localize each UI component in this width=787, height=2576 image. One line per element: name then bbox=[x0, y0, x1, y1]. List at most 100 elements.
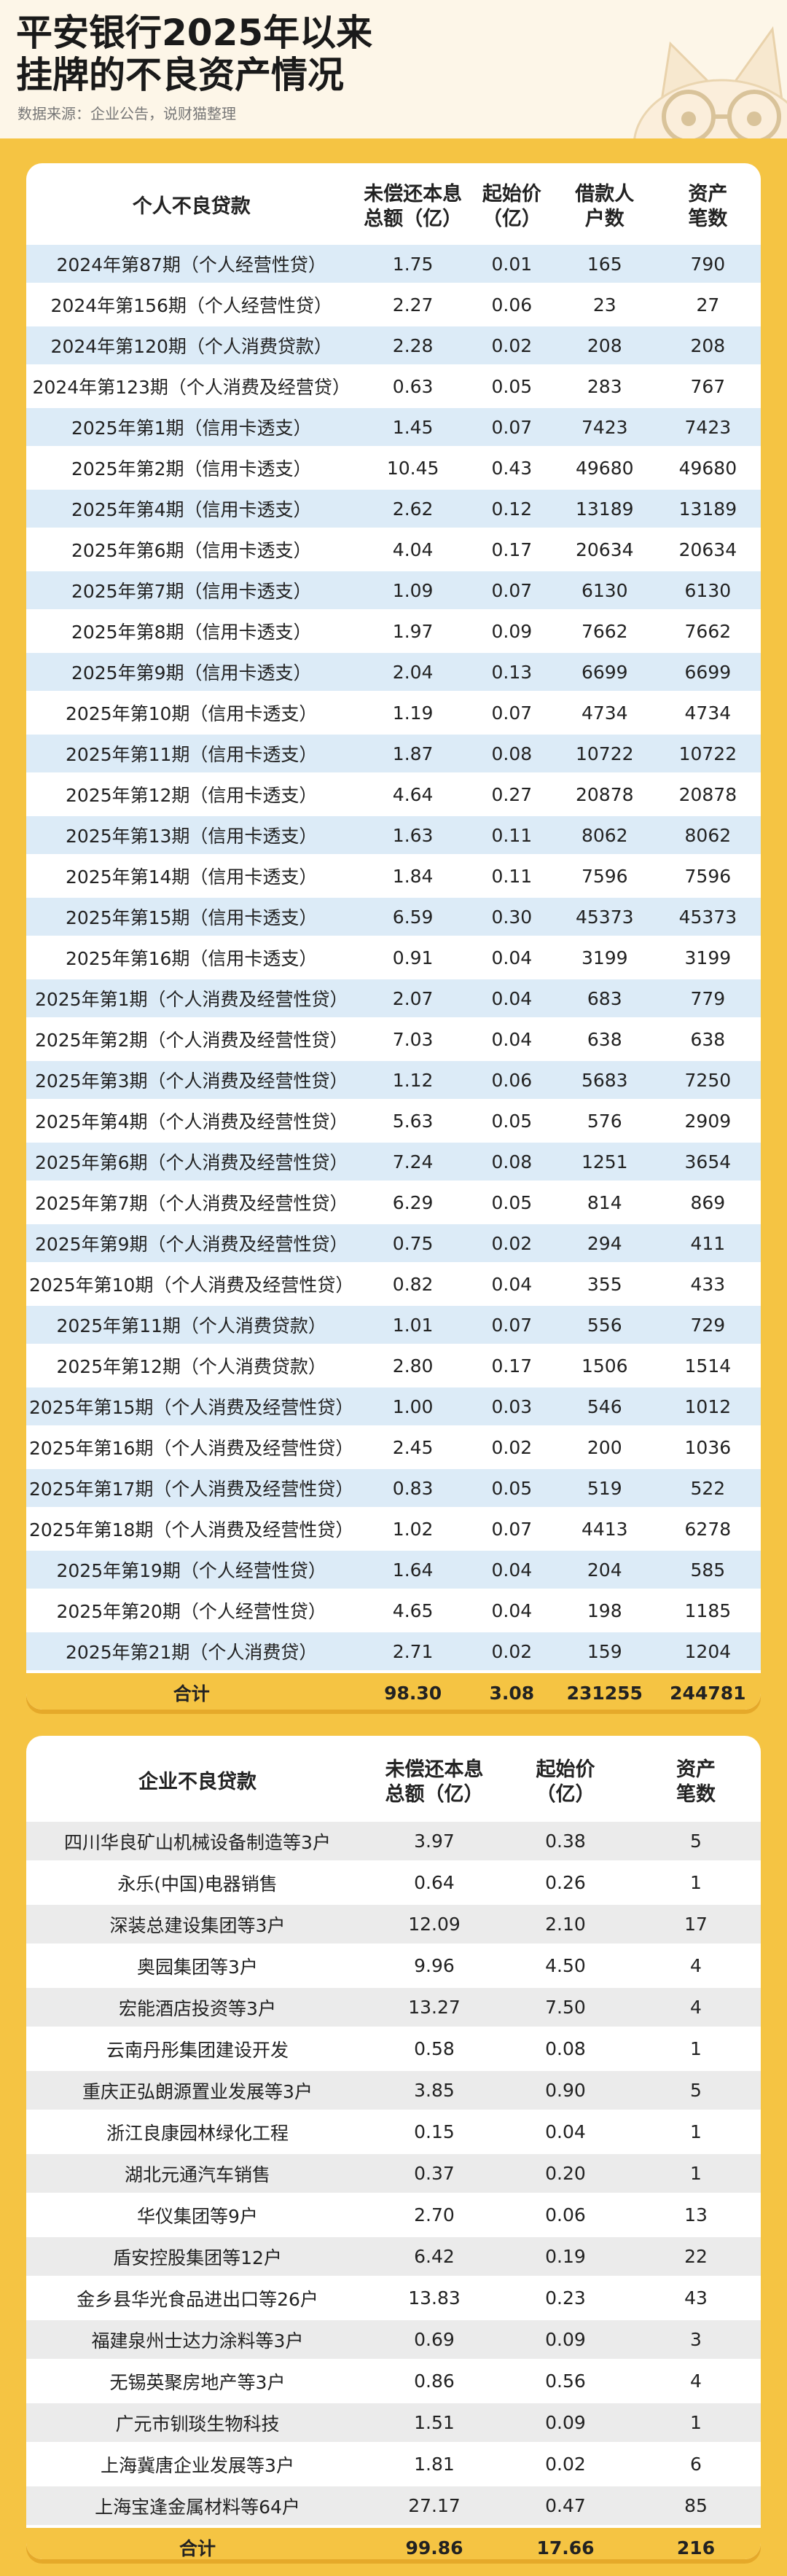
table-row: 2025年第12期（个人消费贷款） 2.80 0.17 1506 1514 bbox=[26, 1347, 761, 1385]
personal-cell-col3: 208 bbox=[554, 326, 655, 364]
corporate-cell-col2: 4.50 bbox=[545, 1955, 586, 1976]
personal-cell-col3: 355 bbox=[587, 1273, 622, 1295]
corporate-cell-col3: 17 bbox=[631, 1905, 761, 1943]
personal-cell-col3: 576 bbox=[587, 1110, 622, 1132]
personal-cell-col2: 0.07 bbox=[491, 1518, 533, 1540]
corporate-cell-col3: 1 bbox=[631, 2154, 761, 2193]
personal-cell-col4: 7250 bbox=[654, 1061, 761, 1099]
personal-cell-col4: 7423 bbox=[654, 408, 761, 446]
table-row: 2025年第1期（个人消费及经营性贷） 2.07 0.04 683 779 bbox=[26, 979, 761, 1017]
table-row: 2024年第156期（个人经营性贷） 2.27 0.06 23 27 bbox=[26, 286, 761, 324]
table-row: 浙江良康园林绿化工程 0.15 0.04 1 bbox=[26, 2113, 761, 2151]
table-row: 湖北元通汽车销售 0.37 0.20 1 bbox=[26, 2154, 761, 2193]
personal-cell-col3: 546 bbox=[554, 1387, 655, 1425]
personal-cell-col1: 0.75 bbox=[356, 1224, 469, 1262]
personal-cell-col0: 2025年第12期（个人消费贷款） bbox=[56, 1356, 326, 1377]
col-header-outstanding: 未偿还本息 总额（亿） bbox=[364, 183, 463, 230]
corporate-cell-col2: 0.02 bbox=[545, 2454, 586, 2475]
personal-cell-col0: 2025年第19期（个人经营性贷） bbox=[26, 1551, 357, 1589]
page-header: 平安银行2025年以来 挂牌的不良资产情况 数据来源：企业公告，说财猫整理 bbox=[0, 0, 787, 138]
personal-cell-col3: 13189 bbox=[554, 490, 655, 528]
corporate-cell-col0: 广元市钏琰生物科技 bbox=[26, 2403, 369, 2442]
personal-cell-col0: 2024年第156期（个人经营性贷） bbox=[50, 295, 332, 316]
personal-cell-col4: 411 bbox=[654, 1224, 761, 1262]
personal-cell-col1: 5.63 bbox=[392, 1110, 434, 1132]
table-row: 2024年第123期（个人消费及经营贷） 0.63 0.05 283 767 bbox=[26, 367, 761, 405]
personal-cell-col0: 2025年第9期（信用卡透支） bbox=[26, 653, 357, 691]
personal-cell-col2: 0.07 bbox=[469, 1306, 555, 1344]
personal-cell-col4: 790 bbox=[654, 245, 761, 283]
table-row: 云南丹彤集团建设开发 0.58 0.08 1 bbox=[26, 2029, 761, 2068]
personal-cell-col4: 6130 bbox=[654, 571, 761, 609]
personal-cell-col0: 2025年第21期（个人消费贷） bbox=[26, 1632, 357, 1670]
table-row: 广元市钏琰生物科技 1.51 0.09 1 bbox=[26, 2403, 761, 2442]
total-cell-col1: 98.30 bbox=[356, 1673, 469, 1710]
table-row: 四川华良矿山机械设备制造等3户 3.97 0.38 5 bbox=[26, 1822, 761, 1860]
personal-cell-col0: 2025年第6期（信用卡透支） bbox=[71, 540, 312, 561]
total-cell-col4: 244781 bbox=[654, 1673, 761, 1710]
personal-cell-col1: 2.45 bbox=[392, 1436, 434, 1458]
personal-cell-col2: 0.04 bbox=[469, 979, 555, 1017]
corporate-cell-col3: 6 bbox=[690, 2454, 702, 2475]
personal-cell-col3: 204 bbox=[554, 1551, 655, 1589]
personal-cell-col0: 2025年第12期（信用卡透支） bbox=[66, 785, 318, 806]
personal-cell-col0: 2025年第11期（信用卡透支） bbox=[26, 735, 357, 772]
col-header-asset-count: 资产 笔数 bbox=[676, 1758, 716, 1806]
table-row: 2025年第2期（个人消费及经营性贷） 7.03 0.04 638 638 bbox=[26, 1020, 761, 1058]
table-row: 2024年第87期（个人经营性贷） 1.75 0.01 165 790 bbox=[26, 245, 761, 283]
personal-cell-col0: 2025年第8期（信用卡透支） bbox=[71, 622, 312, 643]
col-header-personal-loan: 个人不良贷款 bbox=[132, 195, 251, 218]
personal-cell-col1: 2.28 bbox=[356, 326, 469, 364]
table-row: 华仪集团等9户 2.70 0.06 13 bbox=[26, 2196, 761, 2234]
corporate-cell-col2: 0.09 bbox=[500, 2403, 631, 2442]
total-cell-col0: 合计 bbox=[26, 2528, 369, 2559]
personal-cell-col1: 1.87 bbox=[356, 735, 469, 772]
corporate-cell-col0: 宏能酒店投资等3户 bbox=[26, 1988, 369, 2027]
personal-cell-col2: 0.08 bbox=[469, 735, 555, 772]
personal-cell-col1: 2.80 bbox=[392, 1355, 434, 1377]
personal-cell-col0: 2025年第15期（信用卡透支） bbox=[26, 898, 357, 936]
table-row: 2025年第19期（个人经营性贷） 1.64 0.04 204 585 bbox=[26, 1551, 761, 1589]
corporate-cell-col3: 85 bbox=[631, 2486, 761, 2525]
personal-cell-col2: 0.43 bbox=[491, 457, 533, 479]
personal-cell-col4: 1204 bbox=[654, 1632, 761, 1670]
personal-cell-col4: 1185 bbox=[684, 1600, 732, 1621]
col-header-start-price: 起始价 （亿） bbox=[482, 183, 541, 230]
table-row: 2025年第18期（个人消费及经营性贷） 1.02 0.07 4413 6278 bbox=[26, 1510, 761, 1548]
personal-cell-col2: 0.30 bbox=[469, 898, 555, 936]
personal-cell-col2: 0.04 bbox=[469, 1551, 555, 1589]
corporate-cell-col2: 0.06 bbox=[545, 2204, 586, 2225]
personal-cell-col1: 10.45 bbox=[386, 457, 439, 479]
corporate-cell-col0: 奥园集团等3户 bbox=[137, 1956, 258, 1978]
personal-cell-col0: 2025年第7期（个人消费及经营性贷） bbox=[34, 1193, 348, 1214]
corporate-cell-col0: 上海宝逢金属材料等64户 bbox=[26, 2486, 369, 2525]
personal-cell-col1: 1.02 bbox=[392, 1518, 434, 1540]
corporate-cell-col1: 0.69 bbox=[369, 2320, 500, 2359]
personal-cell-col0: 2025年第10期（个人消费及经营性贷） bbox=[29, 1275, 354, 1296]
personal-cell-col4: 6699 bbox=[654, 653, 761, 691]
personal-cell-col2: 0.11 bbox=[469, 816, 555, 854]
personal-cell-col3: 6130 bbox=[554, 571, 655, 609]
personal-cell-col3: 814 bbox=[587, 1191, 622, 1213]
personal-cell-col2: 0.06 bbox=[469, 1061, 555, 1099]
personal-cell-col3: 4734 bbox=[581, 702, 628, 724]
personal-cell-col1: 1.64 bbox=[356, 1551, 469, 1589]
personal-cell-col3: 10722 bbox=[554, 735, 655, 772]
personal-cell-col4: 1514 bbox=[684, 1355, 732, 1377]
corporate-cell-col0: 永乐(中国)电器销售 bbox=[117, 1873, 278, 1895]
corporate-cell-col0: 云南丹彤集团建设开发 bbox=[106, 2039, 289, 2061]
corporate-cell-col2: 0.20 bbox=[500, 2154, 631, 2193]
table-row: 重庆正弘朗源置业发展等3户 3.85 0.90 5 bbox=[26, 2071, 761, 2110]
personal-cell-col2: 0.04 bbox=[491, 1273, 533, 1295]
personal-cell-col0: 2025年第4期（个人消费及经营性贷） bbox=[34, 1111, 348, 1132]
corporate-cell-col2: 0.19 bbox=[500, 2237, 631, 2276]
personal-cell-col3: 1506 bbox=[581, 1355, 628, 1377]
corporate-cell-col1: 0.58 bbox=[414, 2038, 455, 2059]
personal-cell-col3: 198 bbox=[587, 1600, 622, 1621]
corporate-cell-col2: 0.90 bbox=[500, 2071, 631, 2110]
personal-cell-col4: 2909 bbox=[684, 1110, 732, 1132]
table-row: 2025年第12期（信用卡透支） 4.64 0.27 20878 20878 bbox=[26, 775, 761, 813]
personal-cell-col3: 159 bbox=[554, 1632, 655, 1670]
table-row: 深装总建设集团等3户 12.09 2.10 17 bbox=[26, 1905, 761, 1943]
corporate-cell-col3: 4 bbox=[631, 1988, 761, 2027]
